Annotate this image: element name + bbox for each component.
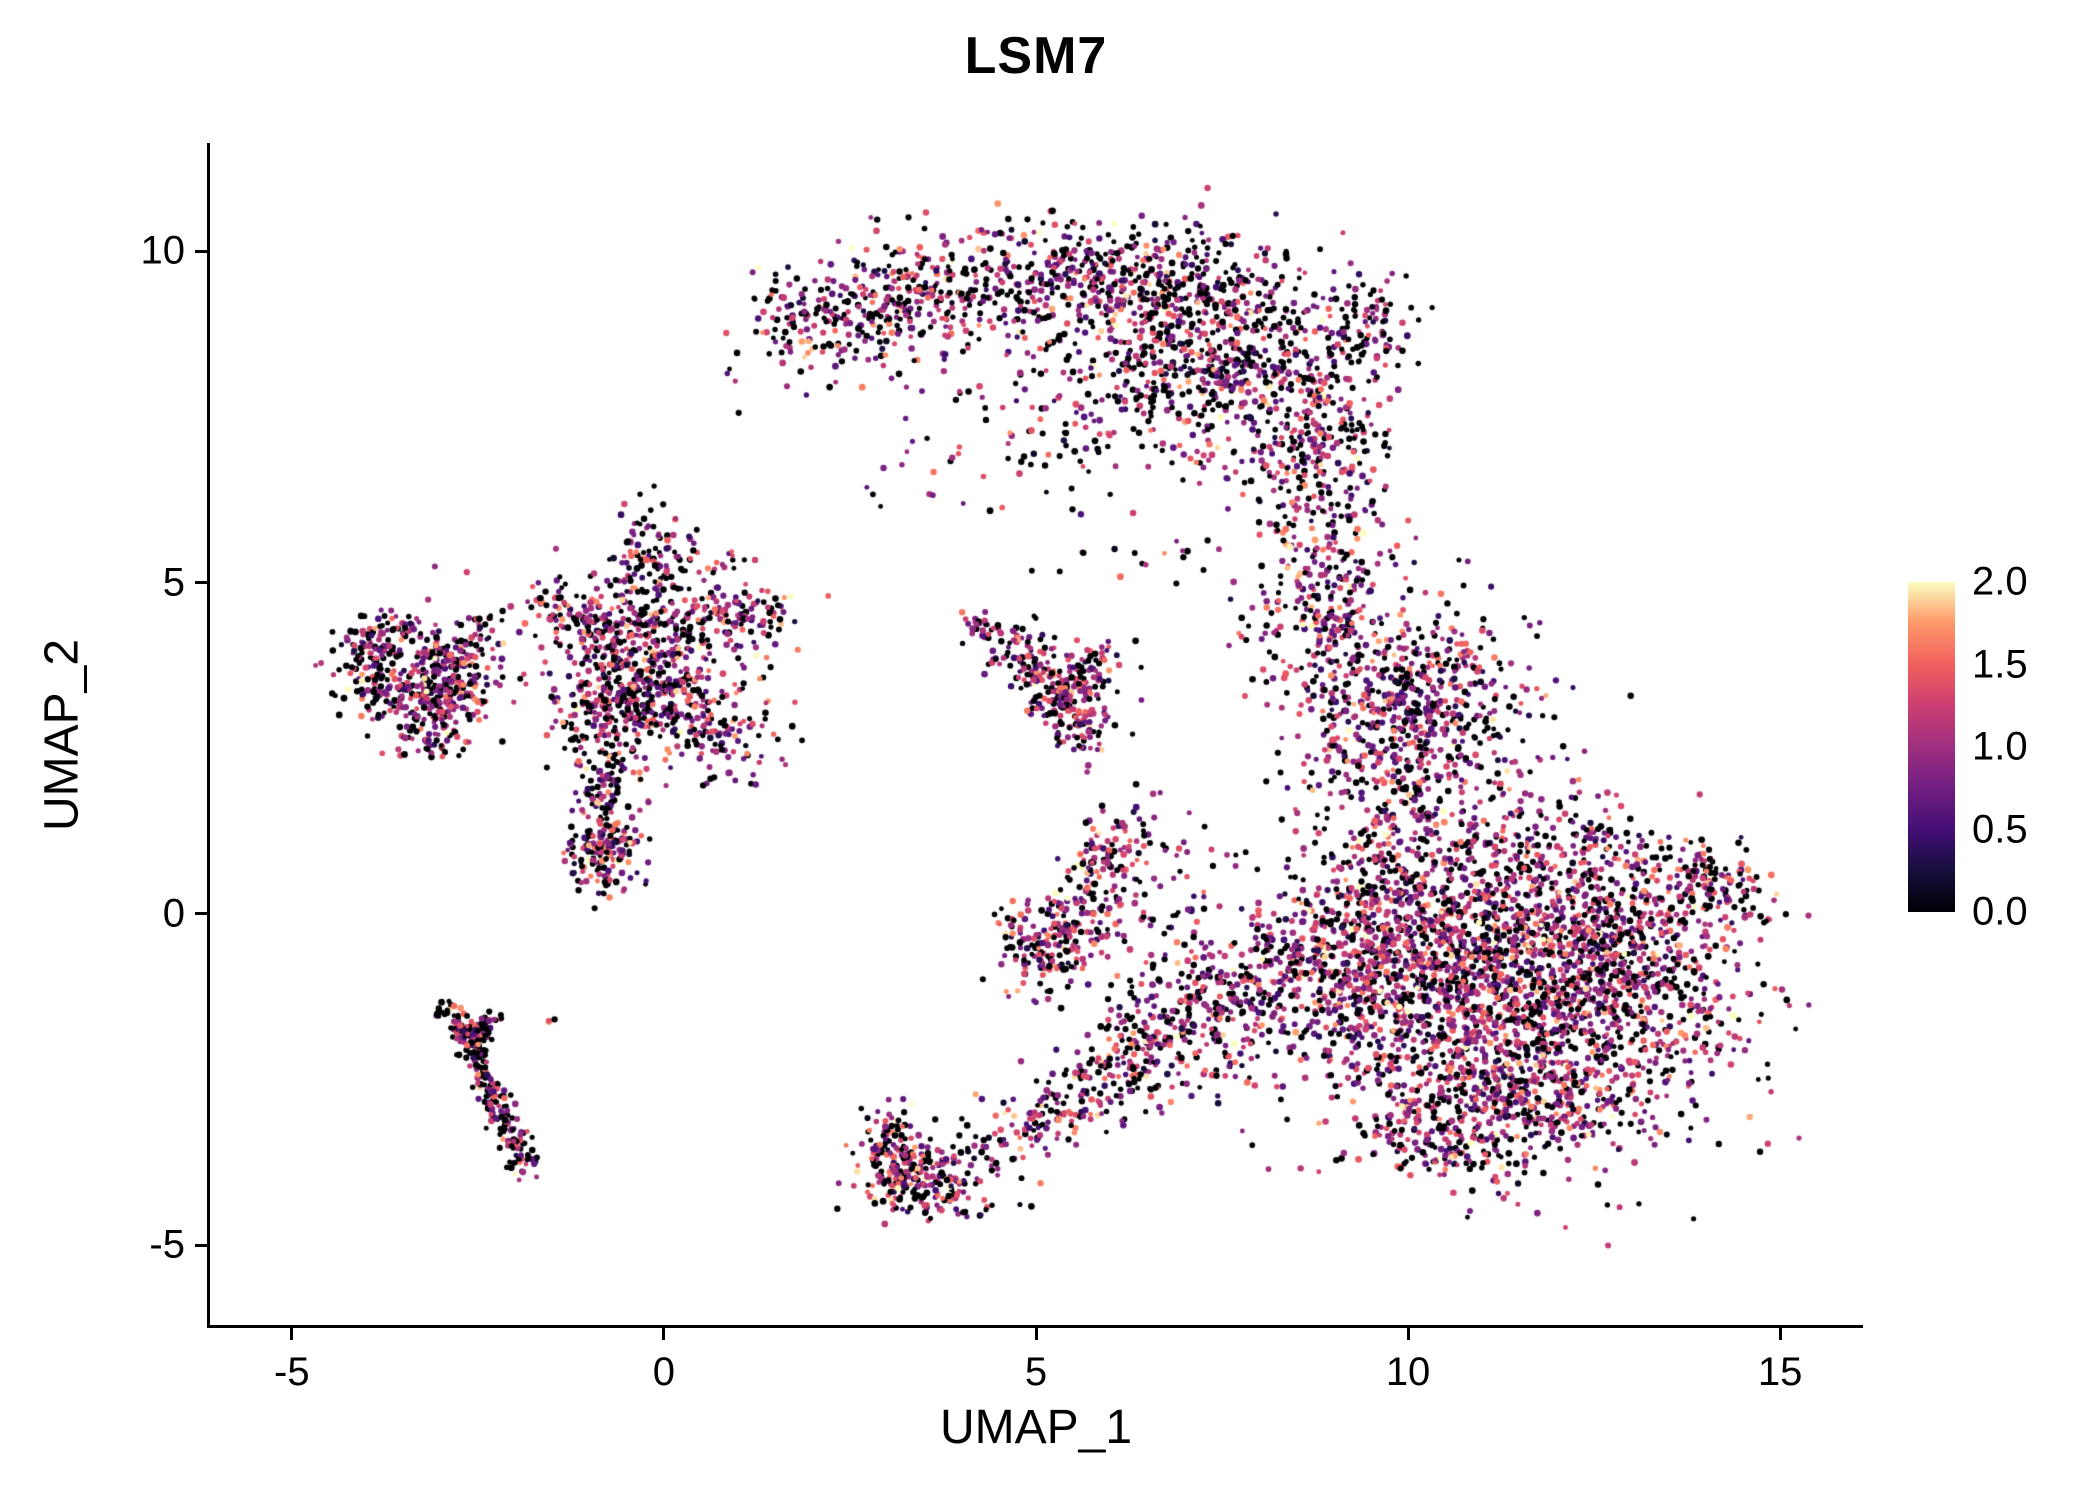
- x-axis-line: [207, 1325, 1863, 1328]
- y-tick-label: 10: [140, 228, 186, 273]
- x-tick-mark: [1406, 1328, 1410, 1340]
- y-tick-mark: [195, 249, 207, 253]
- y-tick-label: -5: [149, 1222, 185, 1267]
- colorbar-tick-label: 0.5: [1972, 807, 2028, 851]
- y-tick-label: 0: [162, 891, 185, 936]
- x-tick-mark: [1034, 1328, 1038, 1340]
- x-tick-label: 15: [1757, 1350, 1803, 1394]
- x-tick-label: -5: [274, 1350, 310, 1394]
- colorbar-tick-label: 0.0: [1972, 889, 2028, 934]
- x-tick-label: 5: [1024, 1350, 1048, 1394]
- y-axis-line: [207, 143, 210, 1328]
- colorbar-tick-label: 1.0: [1972, 724, 2028, 769]
- x-axis-title: UMAP_1: [939, 1401, 1133, 1454]
- colorbar-gradient: [1908, 582, 1955, 912]
- colorbar-tick-label: 2.0: [1972, 559, 2028, 604]
- y-axis-title: UMAP_2: [35, 638, 89, 832]
- x-tick-mark: [662, 1328, 666, 1340]
- y-tick-mark: [195, 912, 207, 916]
- y-tick-mark: [195, 581, 207, 585]
- y-tick-label: 5: [162, 560, 185, 605]
- x-tick-label: 0: [652, 1350, 676, 1394]
- colorbar-tick-label: 1.5: [1972, 642, 2028, 686]
- y-tick-mark: [195, 1243, 207, 1247]
- x-tick-mark: [1778, 1328, 1782, 1340]
- x-tick-label: 10: [1385, 1350, 1431, 1394]
- x-tick-mark: [290, 1328, 294, 1340]
- plot-title: LSM7: [964, 27, 1108, 85]
